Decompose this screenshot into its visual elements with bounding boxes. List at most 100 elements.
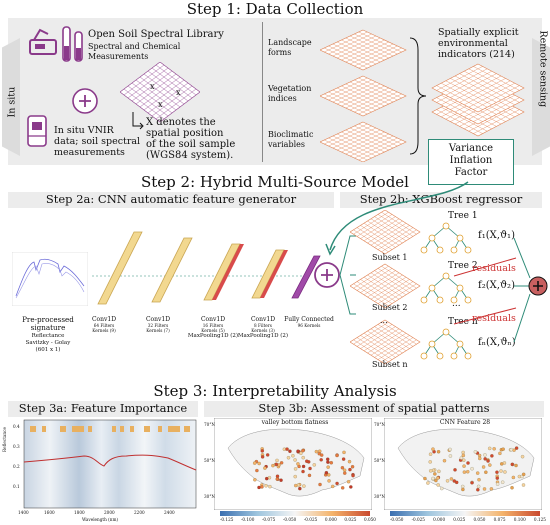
cb2-tick: 0.050: [473, 517, 486, 522]
conv3-name: Conv1D: [200, 316, 226, 323]
step3a-title: Step 3a: Feature Importance: [18, 401, 188, 415]
dense-name: Fully Connected: [284, 316, 334, 323]
layer-vegetation-1: Vegetation: [268, 84, 312, 93]
remote-layer-grids: [320, 29, 407, 162]
cb2-tick: 0.025: [453, 517, 466, 522]
conv-layer-2: [151, 237, 193, 303]
cb2-tick: 0.075: [493, 517, 506, 522]
cb1-tick: -0.100: [240, 517, 255, 522]
sum-arrows: [513, 237, 548, 343]
f1-label: f₁(X,ϑ₁): [478, 230, 515, 241]
fi-xtick-1: 1400: [18, 510, 29, 515]
cb1-tick: 0.025: [344, 517, 357, 522]
fi-ylabel: Reflectance: [2, 427, 7, 452]
cnn-layers: [92, 231, 321, 305]
preprocessed-line2: signature: [30, 323, 66, 332]
step3-title: Step 3: Interpretability Analysis: [153, 382, 397, 400]
tree-diagrams: [420, 222, 472, 360]
spatial-line1: Spatially explicit: [438, 27, 519, 38]
cb1-tick: 0.050: [363, 517, 376, 522]
fi-xtick-2: 1600: [44, 510, 55, 515]
fi-ytick-2: 0.3: [13, 444, 20, 449]
conv4-l2: Kernels (3): [251, 328, 275, 333]
map1-title: valley bottom flatness: [261, 419, 329, 426]
test-tubes-icon: [62, 26, 83, 62]
x-mark-2: x: [176, 88, 181, 97]
x-note-arrow: [132, 112, 144, 130]
remote-sensing-tab: [532, 38, 550, 156]
tree-dots-label: ...: [452, 299, 461, 309]
fi-xtick-3: 1800: [74, 510, 85, 515]
fi-ytick-1: 0.4: [13, 424, 20, 429]
cb2-tick: 0.000: [433, 517, 446, 522]
layer-landscape-1: Landscape: [268, 38, 312, 47]
vnir-line2: data; soil spectral: [54, 136, 141, 147]
fi-ytick-4: 0.1: [13, 484, 20, 489]
conv1-l1: 64 Filters: [93, 323, 115, 328]
tree-2-label: Tree 2: [448, 261, 478, 271]
spectrum-signature: [12, 252, 88, 306]
layer-vegetation-2: indices: [268, 94, 297, 103]
residuals-label-2: residuals: [472, 313, 516, 324]
x-mark-3: x: [158, 100, 163, 109]
layer-bioclimatic-2: variables: [268, 140, 305, 149]
step2a-title: Step 2a: CNN automatic feature generator: [45, 192, 297, 206]
conv4-l1: 8 Filters: [254, 323, 272, 328]
colorbar-2: [390, 511, 540, 516]
fn-label: fₙ(X,ϑₙ): [478, 337, 516, 348]
map1-lat-1: 70°N: [204, 422, 216, 427]
dense-layer: [291, 255, 321, 299]
in-situ-tab: [2, 38, 20, 156]
conv2-l2: Kernels (7): [146, 328, 170, 333]
vif-arrow: [325, 181, 469, 256]
residual-arrows: [453, 257, 517, 325]
brace: [409, 37, 427, 155]
step3a-panel: [8, 401, 198, 417]
dense-l1: 96 Kernels: [297, 323, 321, 328]
plus-icon: [72, 88, 98, 114]
vnir-line1: In situ VNIR: [54, 125, 114, 136]
fi-xlabel: Wavelength (nm): [81, 517, 119, 522]
subset-n-label: Subset n: [372, 360, 408, 369]
vif-box: Variance Inflation Factor: [428, 139, 514, 185]
step2-title: Step 2: Hybrid Multi-Source Model: [141, 173, 409, 191]
conv2-name: Conv1D: [145, 316, 171, 323]
ossl-line3: Measurements: [88, 52, 149, 61]
vif-line2: Inflation: [449, 155, 493, 166]
conv3-extra: MaxPooling1D (2): [187, 333, 239, 339]
cb1-tick: -0.025: [303, 517, 318, 522]
cb1-tick: -0.075: [261, 517, 276, 522]
vif-line1: Variance: [448, 143, 494, 154]
conv3-l2: Kernels (5): [201, 328, 225, 333]
subset-dots-label: ...: [380, 316, 388, 325]
step3b-title: Step 3b: Assessment of spatial patterns: [258, 401, 490, 415]
feature-importance-plot: [23, 419, 197, 509]
cb1-tick: -0.125: [220, 517, 234, 522]
lab-instrument-icon: [29, 28, 57, 55]
layer-landscape-2: forms: [268, 48, 292, 57]
cb1-tick: -0.050: [282, 517, 297, 522]
cb2-tick: 0.100: [513, 517, 526, 522]
map1-lat-3: 50°N: [204, 458, 216, 463]
remote-sensing-label: Remote sensing: [537, 30, 549, 108]
fi-xtick-4: 2000: [104, 510, 115, 515]
conv3-l1: 16 Filters: [202, 323, 224, 328]
x-note-line3: of the soil sample: [146, 139, 236, 150]
x-note-line4: (WGS84 system).: [146, 150, 234, 161]
vif-line3: Factor: [454, 167, 488, 178]
conv1-l2: Kernels (9): [92, 328, 116, 333]
preprocessed-line1: Pre-processed: [22, 315, 74, 324]
conv-layer-4: [251, 249, 288, 299]
fi-xtick-6: 2400: [164, 510, 175, 515]
conv4-name: Conv1D: [250, 316, 276, 323]
step2b-panel: [340, 192, 542, 208]
ossl-line2: Spectral and Chemical: [88, 42, 181, 51]
spatial-line3: indicators (214): [438, 49, 515, 60]
sample-grid: [120, 62, 200, 123]
reflectance-line2: Savitzky - Golay: [25, 340, 71, 346]
residuals-label-1: residuals: [472, 263, 516, 274]
subset-2-label: Subset 2: [372, 303, 408, 312]
step1-title: Step 1: Data Collection: [186, 0, 364, 18]
spatial-line2: environmental: [438, 38, 508, 49]
map-valley-bottom: [214, 418, 372, 510]
